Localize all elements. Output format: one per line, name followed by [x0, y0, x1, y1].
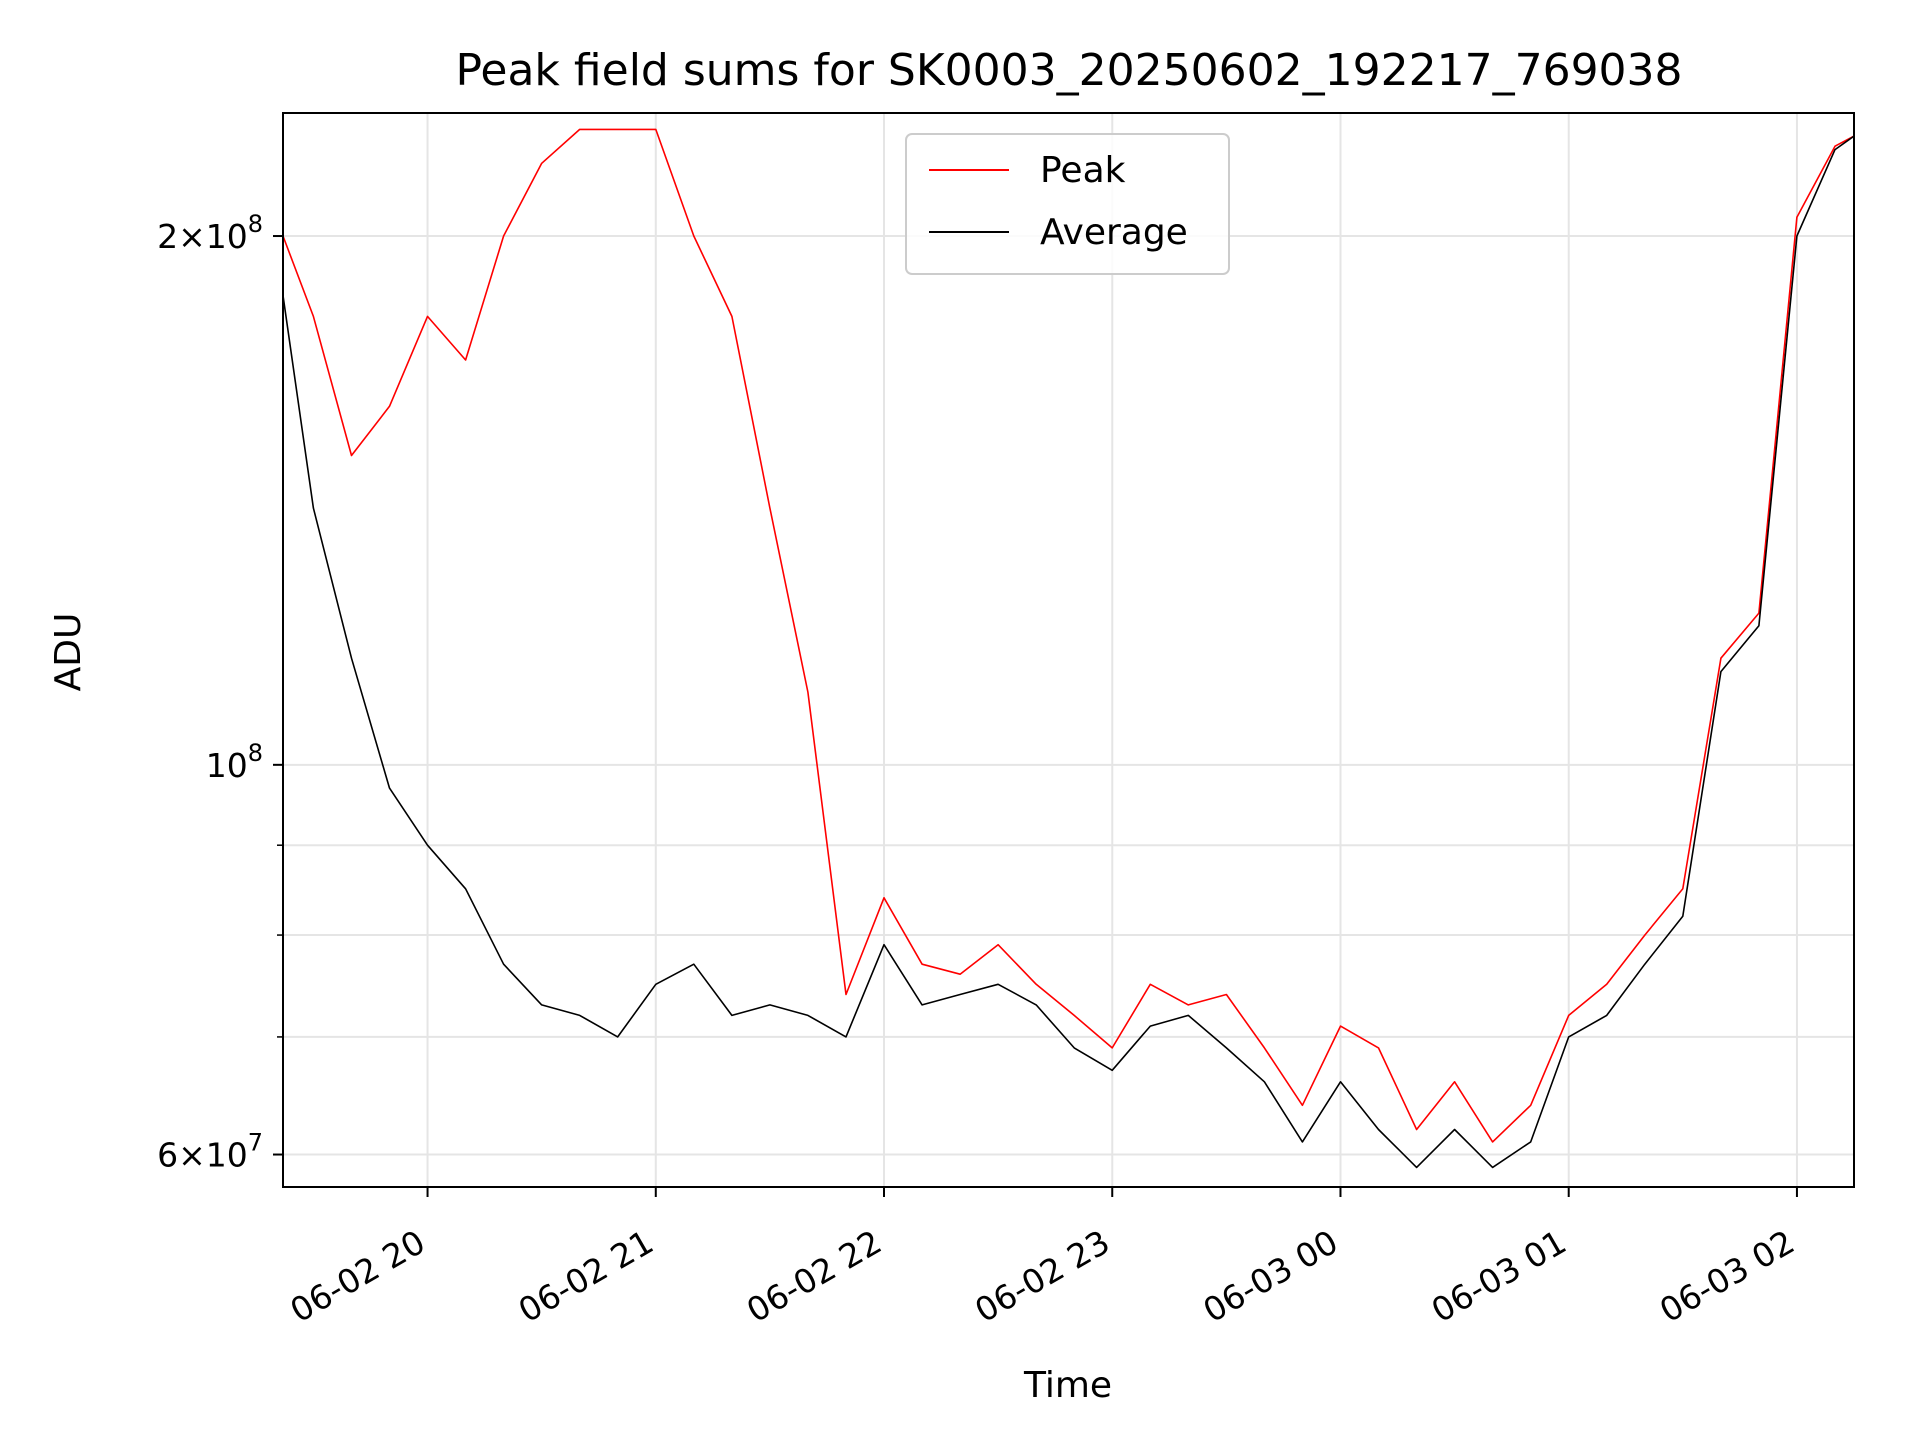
series-layer: [283, 128, 1854, 1169]
legend: Peak Average: [905, 133, 1230, 275]
chart-title: Peak field sums for SK0003_20250602_1922…: [455, 45, 1682, 96]
x-axis-label: Time: [1023, 1365, 1112, 1406]
y-tick-label: 6×107: [157, 1129, 263, 1175]
series-average-line: [283, 135, 1854, 1169]
y-axis-label: ADU: [48, 613, 89, 692]
y-tick-label: 2×108: [157, 210, 263, 256]
legend-label-peak: Peak: [1040, 150, 1126, 191]
series-peak-line: [283, 128, 1854, 1143]
legend-label-average: Average: [1040, 212, 1188, 253]
plot-frame: [282, 112, 1855, 1188]
